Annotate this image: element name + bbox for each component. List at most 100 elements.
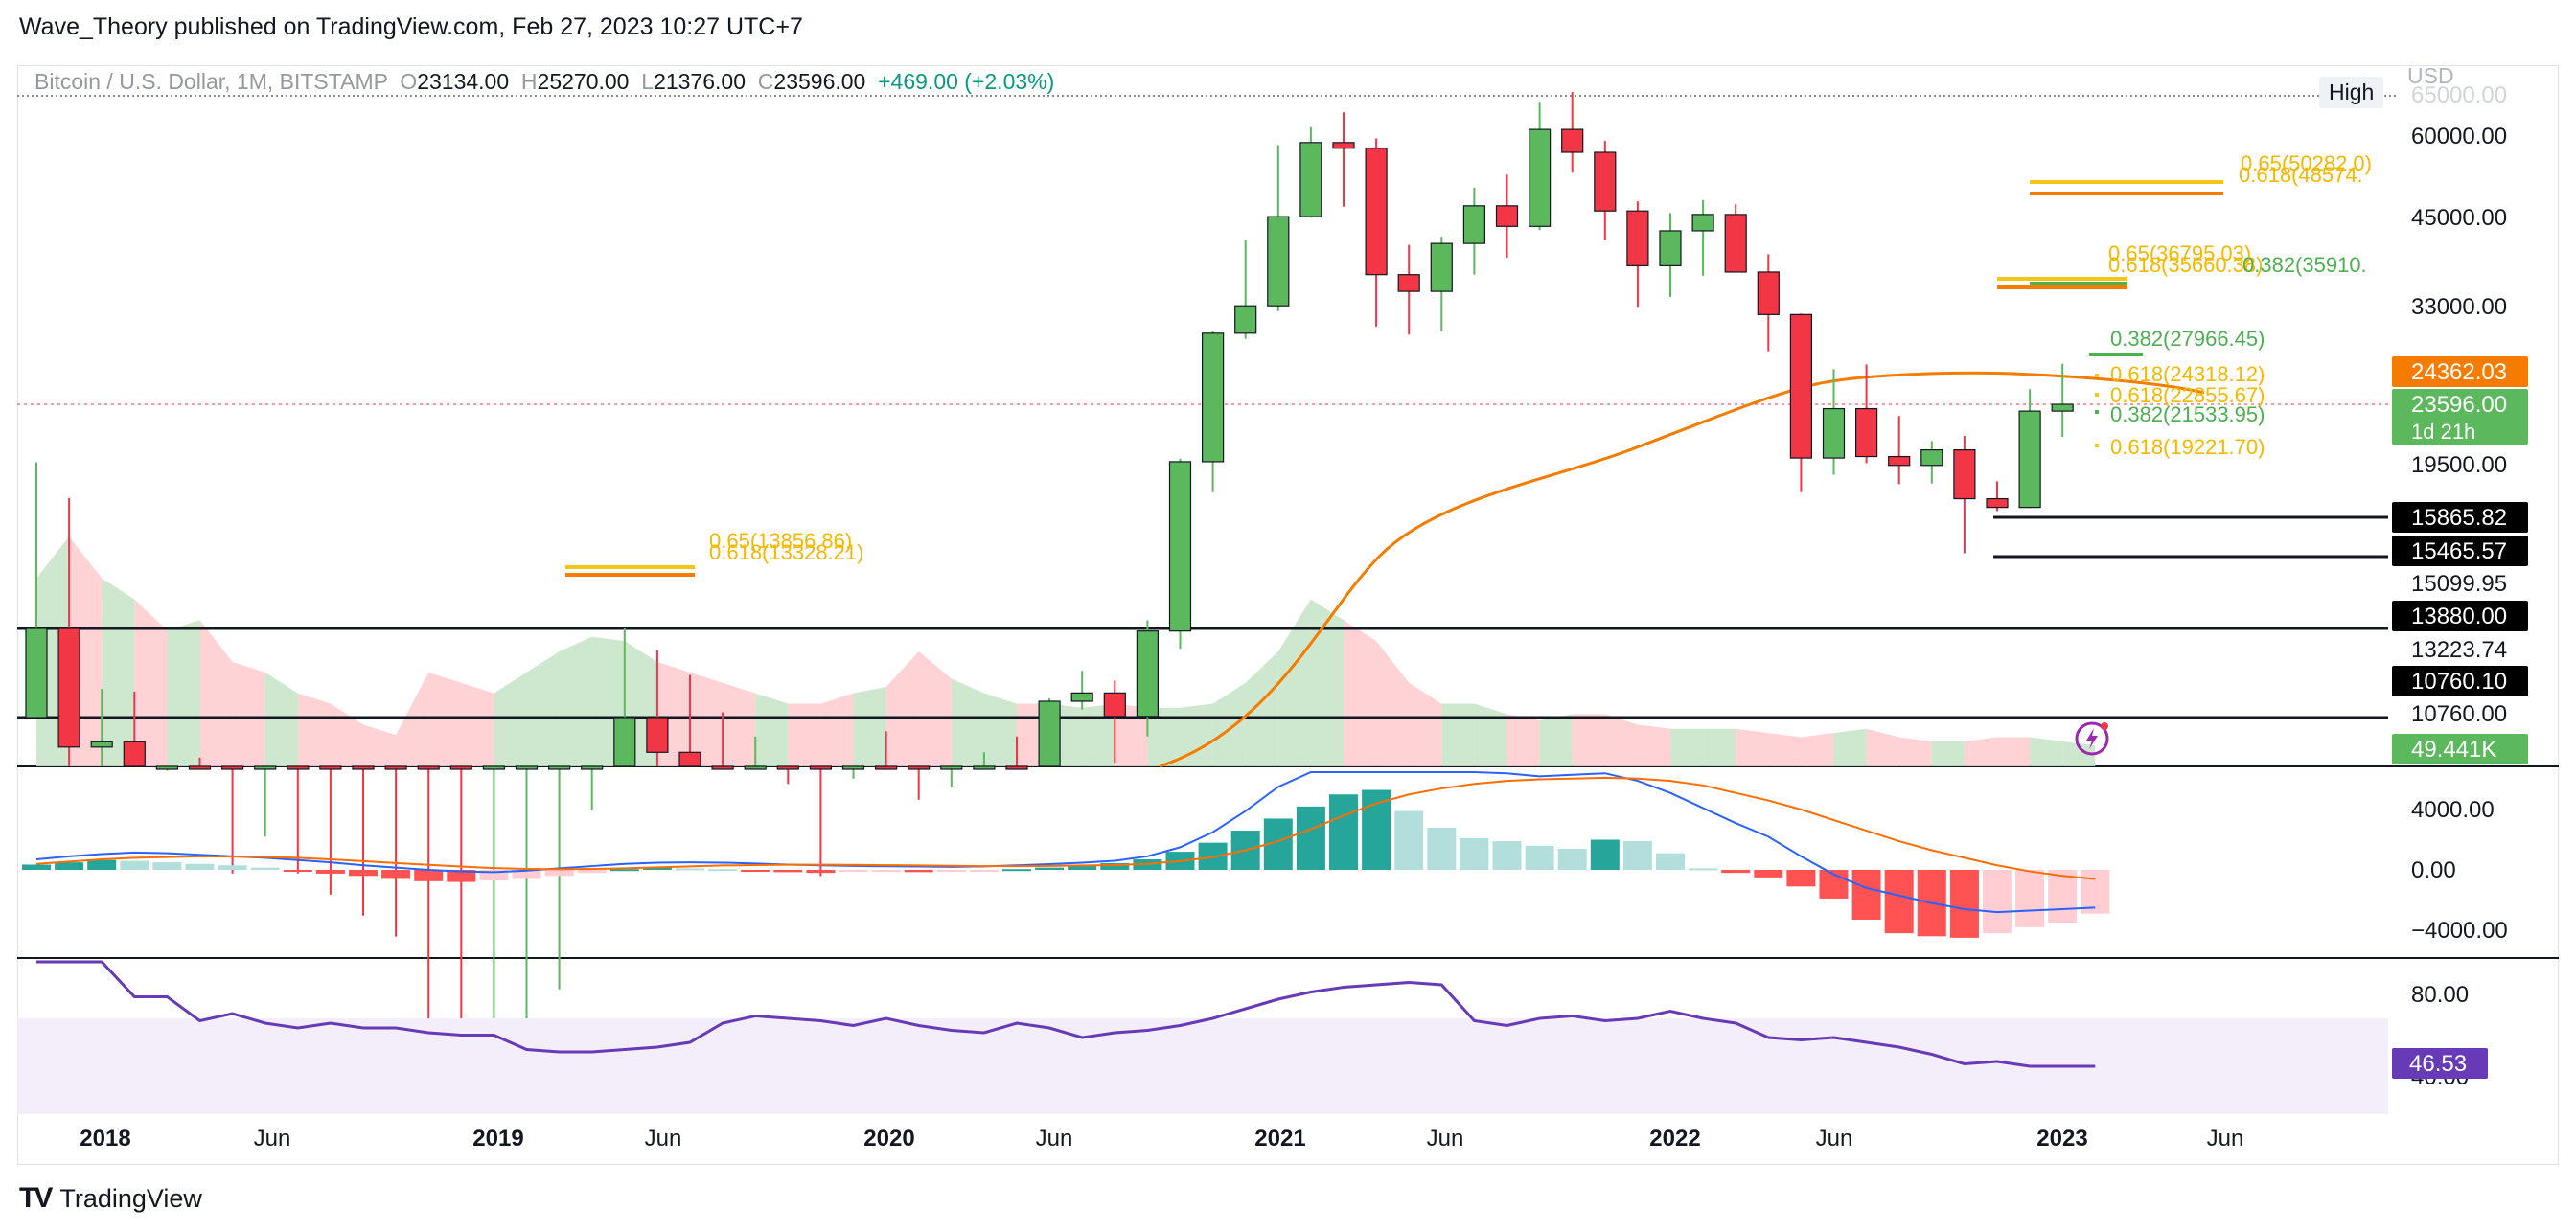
footer-brand[interactable]: TV TradingView bbox=[19, 1182, 202, 1215]
macd-axis-tick: −4000.00 bbox=[2411, 918, 2508, 944]
price-badge bbox=[2392, 502, 2528, 533]
macd-histogram-bar bbox=[218, 865, 247, 870]
volume-area-segment bbox=[1539, 714, 1573, 766]
price-badge bbox=[2392, 389, 2528, 445]
time-axis-label: Jun bbox=[645, 1126, 682, 1152]
volume-area-segment bbox=[690, 672, 724, 766]
volume-area-segment bbox=[1082, 703, 1116, 766]
macd-histogram-bar bbox=[55, 862, 84, 870]
high-button[interactable]: High bbox=[2319, 77, 2384, 108]
volume-area-segment bbox=[1604, 714, 1638, 766]
volume-area-segment bbox=[167, 620, 200, 766]
candle-body bbox=[908, 765, 931, 770]
macd-histogram-bar bbox=[1622, 841, 1652, 870]
candle-body bbox=[1691, 214, 1714, 232]
candle-body bbox=[287, 765, 310, 770]
candle-body bbox=[1757, 271, 1780, 315]
macd-histogram-bar bbox=[839, 870, 868, 872]
volume-area-segment bbox=[1441, 703, 1475, 766]
candle-body bbox=[90, 741, 113, 748]
candle-body bbox=[188, 765, 212, 770]
candle-body bbox=[1201, 332, 1225, 463]
rsi-value-label: 46.53 bbox=[2409, 1051, 2467, 1077]
macd-histogram-bar bbox=[512, 870, 541, 879]
volume-area-segment bbox=[1277, 599, 1311, 766]
candle-body bbox=[515, 765, 539, 770]
time-axis-label: 2022 bbox=[1649, 1126, 1700, 1152]
candle-body bbox=[547, 765, 571, 770]
volume-area-segment bbox=[494, 672, 527, 766]
volume-area-segment bbox=[1931, 741, 1965, 766]
candle-body bbox=[841, 765, 865, 770]
volume-area-segment bbox=[1736, 728, 1769, 766]
macd-histogram-bar bbox=[1035, 867, 1065, 870]
macd-histogram-bar bbox=[414, 870, 444, 881]
macd-histogram-bar bbox=[1721, 870, 1751, 874]
fib-level-label: 0.382(27966.45) bbox=[2110, 327, 2265, 351]
fib-level-label: 0.618(48574. bbox=[2239, 163, 2363, 187]
legend-close: 23596.00 bbox=[773, 69, 866, 94]
volume-area-segment bbox=[1409, 682, 1442, 766]
legend-open-label: O bbox=[400, 69, 418, 94]
candle-body bbox=[123, 741, 146, 767]
macd-histogram-bar bbox=[2081, 870, 2110, 914]
volume-area-segment bbox=[1768, 733, 1802, 766]
volume-area-segment bbox=[723, 682, 756, 766]
time-axis-label: Jun bbox=[1816, 1126, 1853, 1152]
volume-area-segment bbox=[428, 672, 462, 766]
candle-body bbox=[1888, 455, 1911, 467]
volume-area-segment bbox=[1147, 707, 1181, 766]
volume-area-segment bbox=[134, 599, 168, 766]
volume-area-segment bbox=[853, 687, 886, 766]
macd-histogram-bar bbox=[1949, 870, 1979, 938]
macd-histogram-bar bbox=[22, 864, 51, 870]
candle-body bbox=[155, 765, 178, 770]
price-axis-tick: 33000.00 bbox=[2411, 294, 2507, 320]
candle-body bbox=[1365, 148, 1388, 276]
time-axis-label: 2019 bbox=[472, 1126, 523, 1152]
fib-level-label: 0.618(19221.70) bbox=[2110, 435, 2265, 459]
candle-body bbox=[1168, 461, 1192, 632]
price-badge bbox=[2392, 536, 2528, 566]
volume-area-segment bbox=[232, 661, 265, 766]
macd-histogram-bar bbox=[349, 870, 378, 877]
candle-body bbox=[384, 765, 407, 770]
macd-histogram-bar bbox=[1492, 841, 1522, 870]
rsi-axis-tick: 80.00 bbox=[2411, 982, 2469, 1008]
candle-body bbox=[1462, 205, 1486, 244]
volume-area-segment bbox=[1180, 703, 1213, 766]
macd-histogram-bar bbox=[1068, 865, 1097, 870]
rsi-band bbox=[17, 1018, 2388, 1114]
candle-body bbox=[744, 765, 767, 770]
candle-body bbox=[973, 765, 996, 770]
price-badge bbox=[2392, 734, 2528, 764]
tradingview-logo-icon: TV bbox=[19, 1182, 53, 1214]
chart-frame[interactable] bbox=[17, 65, 2559, 1165]
candle-body bbox=[352, 765, 375, 770]
volume-area-segment bbox=[1703, 728, 1736, 766]
candle-body bbox=[1103, 692, 1126, 718]
legend-symbol: Bitcoin / U.S. Dollar, 1M, BITSTAMP bbox=[34, 69, 388, 94]
candle-body bbox=[1626, 210, 1649, 266]
price-badge bbox=[2392, 601, 2528, 631]
candle-body bbox=[2018, 410, 2041, 509]
macd-histogram-bar bbox=[1460, 837, 1489, 870]
candle-body bbox=[1397, 274, 1420, 292]
volume-area-segment bbox=[199, 620, 233, 766]
macd-histogram-bar bbox=[1100, 862, 1130, 870]
macd-histogram-bar bbox=[1656, 853, 1685, 870]
time-axis-label: 2021 bbox=[1254, 1126, 1305, 1152]
macd-line bbox=[35, 771, 2096, 914]
macd-histogram-bar bbox=[250, 867, 280, 870]
candle-body bbox=[1070, 692, 1093, 702]
price-badge-label: 15465.57 bbox=[2411, 538, 2507, 564]
volume-area-segment bbox=[363, 724, 397, 766]
price-badge bbox=[2392, 666, 2528, 696]
volume-area-segment bbox=[526, 651, 560, 766]
indicator-logo-icon[interactable] bbox=[2074, 720, 2110, 757]
volume-area-segment bbox=[1310, 599, 1344, 766]
candle-body bbox=[1430, 242, 1453, 292]
macd-histogram-bar bbox=[544, 870, 574, 877]
rsi-line bbox=[36, 960, 2096, 1068]
